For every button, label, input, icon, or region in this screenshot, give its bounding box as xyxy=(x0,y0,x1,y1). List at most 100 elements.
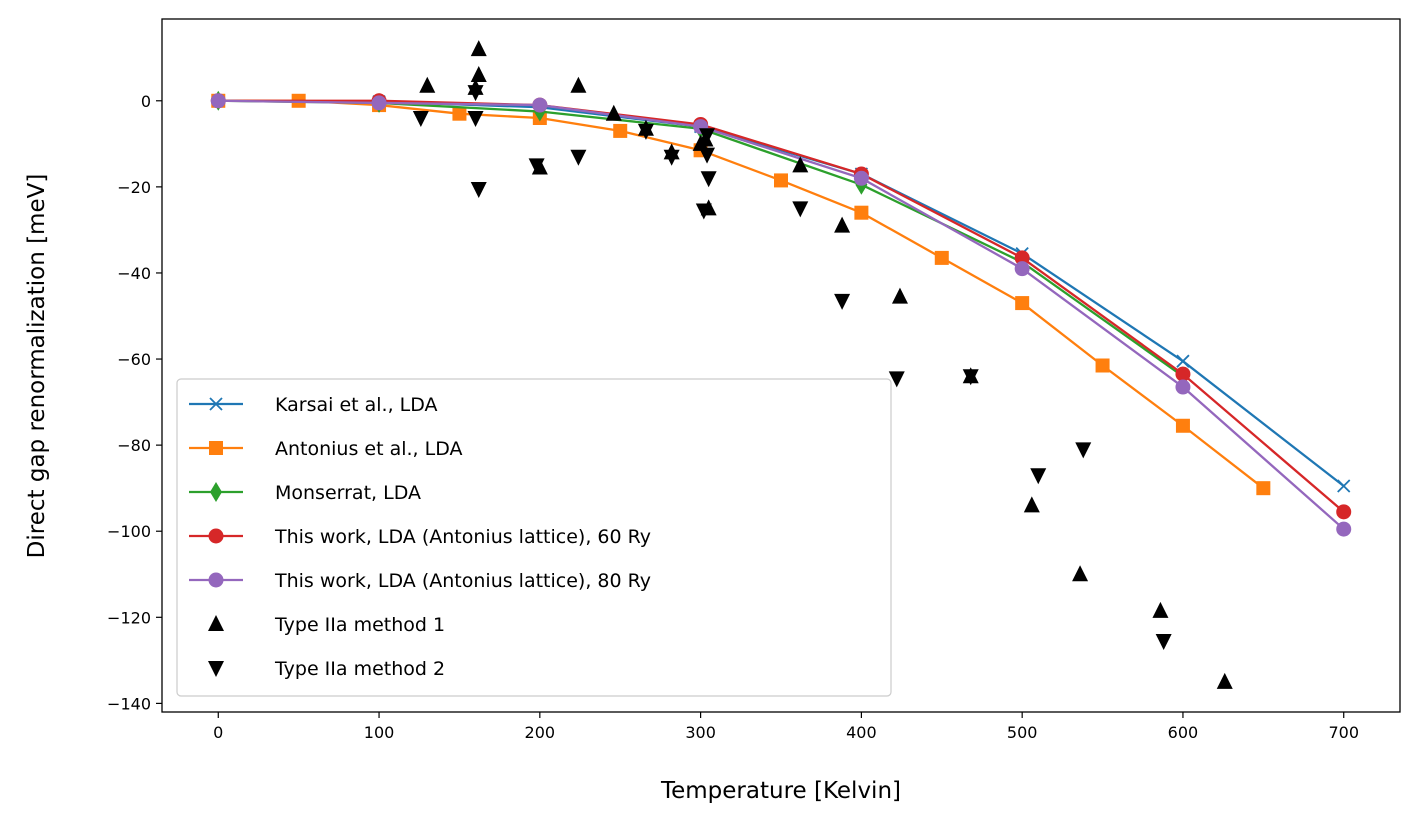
data-point xyxy=(1216,672,1233,689)
y-tick-label: −100 xyxy=(107,522,151,541)
data-point xyxy=(419,76,436,93)
series-layer xyxy=(210,40,1352,689)
data-point xyxy=(1336,504,1352,520)
data-point xyxy=(1152,601,1169,618)
data-point xyxy=(613,123,628,138)
y-tick-label: −40 xyxy=(117,264,151,283)
data-point xyxy=(467,111,484,127)
data-point xyxy=(1023,496,1040,513)
legend-frame xyxy=(176,378,892,697)
x-tick-label: 300 xyxy=(685,723,716,742)
data-point xyxy=(470,182,487,199)
legend-marker xyxy=(208,615,224,631)
y-tick-label: −60 xyxy=(117,350,151,369)
data-point xyxy=(637,123,654,140)
data-point xyxy=(934,250,949,265)
legend-entry: Monserrat, LDA xyxy=(189,482,421,504)
data-point xyxy=(695,203,712,220)
data-point xyxy=(1095,358,1110,373)
data-point xyxy=(792,201,809,218)
x-tick-label: 400 xyxy=(846,723,877,742)
data-point xyxy=(470,65,487,82)
data-point xyxy=(412,111,429,127)
legend-entry: Type IIa method 1 xyxy=(208,614,445,636)
data-point xyxy=(962,369,979,386)
series-line xyxy=(218,99,1345,513)
y-tick-label: −120 xyxy=(107,608,151,627)
legend-marker xyxy=(208,572,224,588)
data-point xyxy=(1256,481,1271,496)
y-tick-label: −140 xyxy=(107,694,151,713)
data-point xyxy=(605,104,622,121)
data-point xyxy=(1072,565,1089,582)
data-point xyxy=(891,287,908,304)
x-axis: 0 100 200 300 400 500 600 700 xyxy=(213,712,1359,742)
data-point xyxy=(853,170,869,186)
legend-label: Karsai et al., LDA xyxy=(275,394,438,416)
legend-label: Type IIa method 2 xyxy=(274,658,445,680)
data-point xyxy=(371,95,387,111)
data-point xyxy=(663,149,680,166)
legend-marker xyxy=(209,397,223,411)
data-point xyxy=(1175,366,1191,382)
data-point xyxy=(210,93,226,109)
data-point xyxy=(1014,250,1030,266)
legend-entry: This work, LDA (Antonius lattice), 80 Ry xyxy=(189,570,651,592)
plot-frame xyxy=(161,18,1401,713)
y-tick-label: −20 xyxy=(117,178,151,197)
legend: Karsai et al., LDA Antonius et al., LDA Mo… xyxy=(176,378,892,697)
series-5 xyxy=(210,93,1352,537)
data-point xyxy=(700,171,717,188)
x-tick-label: 700 xyxy=(1328,723,1359,742)
data-point xyxy=(1014,261,1030,277)
y-tick-label: −80 xyxy=(117,436,151,455)
legend-marker xyxy=(208,661,224,677)
legend-marker xyxy=(209,441,223,455)
legend-label: Type IIa method 1 xyxy=(274,614,445,636)
legend-marker xyxy=(210,482,222,502)
legend-entry: Type IIa method 2 xyxy=(208,658,445,680)
series-line xyxy=(218,99,1265,490)
data-point xyxy=(1337,479,1351,493)
data-point xyxy=(1015,296,1030,311)
legend-entry: Antonius et al., LDA xyxy=(189,438,463,460)
data-point xyxy=(1175,379,1191,395)
data-point xyxy=(570,76,587,93)
data-point xyxy=(452,106,467,121)
legend-entry: Karsai et al., LDA xyxy=(189,394,438,416)
data-point xyxy=(834,216,851,233)
x-axis-label: Temperature [Kelvin] xyxy=(660,778,901,804)
legend-marker xyxy=(208,528,224,544)
x-tick-label: 100 xyxy=(364,723,395,742)
data-point xyxy=(467,85,484,102)
data-point xyxy=(528,158,545,175)
data-point xyxy=(470,40,487,57)
data-point xyxy=(532,97,548,113)
series-line xyxy=(218,99,1345,530)
data-point xyxy=(834,293,851,310)
x-tick-label: 600 xyxy=(1168,723,1199,742)
data-point xyxy=(854,205,869,220)
data-point xyxy=(888,371,905,388)
x-tick-label: 500 xyxy=(1007,723,1038,742)
x-tick-label: 0 xyxy=(213,723,223,742)
legend-label: This work, LDA (Antonius lattice), 80 Ry xyxy=(274,570,651,592)
data-point xyxy=(570,149,587,166)
data-point xyxy=(792,156,809,173)
y-axis-label: Direct gap renormalization [meV] xyxy=(24,174,50,559)
data-point xyxy=(1155,633,1172,650)
legend-entry: This work, LDA (Antonius lattice), 60 Ry xyxy=(189,526,651,548)
data-point xyxy=(1336,521,1352,537)
data-point xyxy=(1075,442,1092,459)
legend-label: Monserrat, LDA xyxy=(275,482,421,504)
data-point xyxy=(1175,418,1190,433)
legend-label: This work, LDA (Antonius lattice), 60 Ry xyxy=(274,526,651,548)
legend-label: Antonius et al., LDA xyxy=(275,438,463,460)
data-point xyxy=(1176,354,1190,368)
data-point xyxy=(1030,468,1047,485)
data-point xyxy=(699,128,716,145)
series-7 xyxy=(412,85,1172,650)
data-point xyxy=(699,147,716,164)
y-axis: 0 −20 −40 −60 −80 −100 −120 −140 xyxy=(107,92,162,713)
